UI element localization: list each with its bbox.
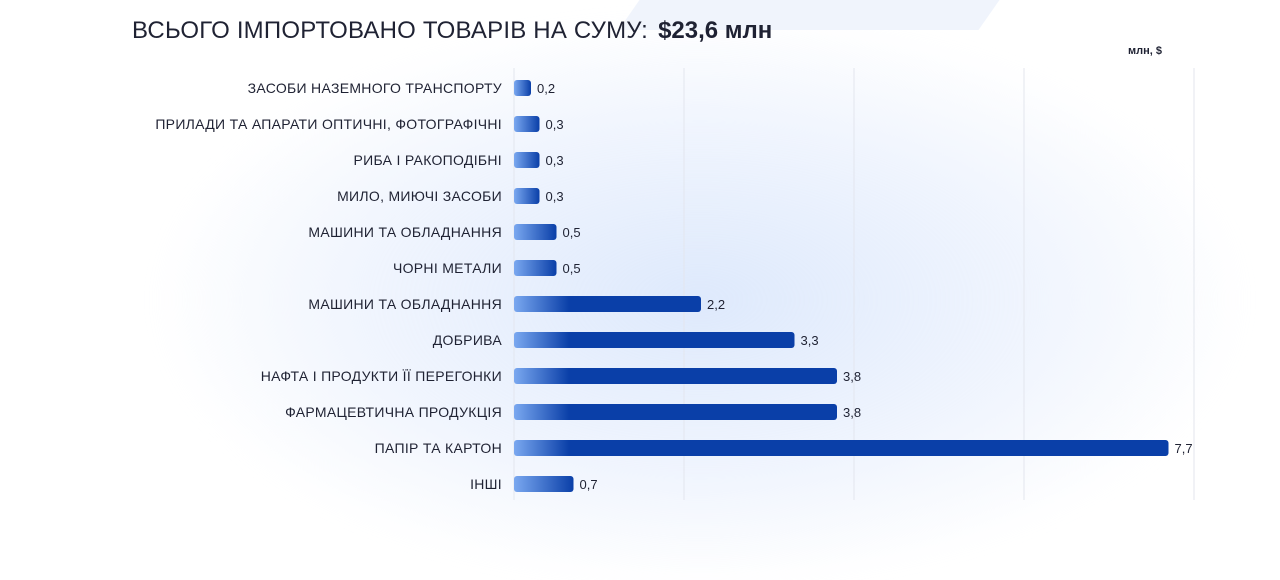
value-label: 0,3 xyxy=(546,117,564,132)
value-label: 3,8 xyxy=(843,405,861,420)
title-text: ВСЬОГО ІМПОРТОВАНО ТОВАРІВ НА СУМУ: xyxy=(132,17,649,44)
value-label: 3,3 xyxy=(801,333,819,348)
value-label: 0,5 xyxy=(563,225,581,240)
category-label: ПАПІР ТА КАРТОН xyxy=(375,440,502,456)
bar xyxy=(514,80,531,96)
category-label: НАФТА І ПРОДУКТИ ЇЇ ПЕРЕГОНКИ xyxy=(261,368,502,384)
bar xyxy=(514,368,837,384)
bar xyxy=(514,260,557,276)
bar xyxy=(514,476,574,492)
category-label: РИБА І РАКОПОДІБНІ xyxy=(353,152,502,168)
category-label: ПРИЛАДИ ТА АПАРАТИ ОПТИЧНІ, ФОТОГРАФІЧНІ xyxy=(155,116,502,132)
category-label: ФАРМАЦЕВТИЧНА ПРОДУКЦІЯ xyxy=(285,404,502,420)
bar xyxy=(514,404,837,420)
bar xyxy=(514,296,701,312)
value-label: 0,3 xyxy=(546,189,564,204)
grid-lines xyxy=(513,68,1195,500)
value-label: 2,2 xyxy=(707,297,725,312)
value-label: 0,2 xyxy=(537,81,555,96)
category-label: ЗАСОБИ НАЗЕМНОГО ТРАНСПОРТУ xyxy=(248,80,502,96)
unit-label: млн, $ xyxy=(1128,45,1162,57)
bars: ЗАСОБИ НАЗЕМНОГО ТРАНСПОРТУ 0,2 ПРИЛАДИ ТА… xyxy=(155,80,1193,492)
bar xyxy=(514,152,540,168)
category-label: ЧОРНІ МЕТАЛИ xyxy=(393,260,502,276)
value-label: 0,5 xyxy=(563,261,581,276)
value-label: 0,7 xyxy=(580,477,598,492)
chart-title: ВСЬОГО ІМПОРТОВАНО ТОВАРІВ НА СУМУ: $23,… xyxy=(132,17,772,45)
bar xyxy=(514,224,557,240)
category-label: ДОБРИВА xyxy=(433,332,503,348)
total-value: $23,6 млн xyxy=(658,17,773,44)
bar xyxy=(514,116,540,132)
bar xyxy=(514,332,795,348)
category-label: ІНШІ xyxy=(470,476,502,492)
bar-chart: ЗАСОБИ НАЗЕМНОГО ТРАНСПОРТУ 0,2 ПРИЛАДИ ТА… xyxy=(155,68,1195,500)
category-label: МИЛО, МИЮЧІ ЗАСОБИ xyxy=(337,188,502,204)
bar xyxy=(514,188,540,204)
category-label: МАШИНИ ТА ОБЛАДНАННЯ xyxy=(308,296,502,312)
value-label: 3,8 xyxy=(843,369,861,384)
value-label: 0,3 xyxy=(546,153,564,168)
category-label: МАШИНИ ТА ОБЛАДНАННЯ xyxy=(308,224,502,240)
bar xyxy=(514,440,1169,456)
value-label: 7,7 xyxy=(1175,441,1193,456)
